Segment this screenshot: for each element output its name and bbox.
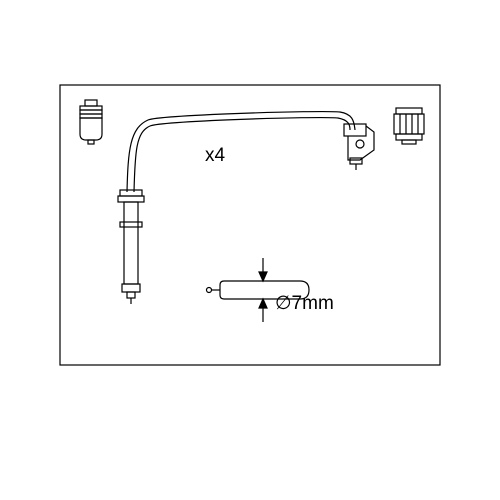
frame-rect (60, 85, 440, 365)
quantity-label: x4 (205, 145, 225, 167)
right-cap-icon (394, 108, 424, 144)
diameter-label: ∅7mm (275, 292, 334, 315)
dimension-arrows-icon (259, 258, 267, 322)
cable-icon (127, 112, 355, 192)
left-plug-icon (118, 190, 144, 304)
right-plug-icon (344, 124, 374, 170)
left-boot-icon (80, 100, 102, 144)
diagram-canvas (0, 0, 500, 500)
